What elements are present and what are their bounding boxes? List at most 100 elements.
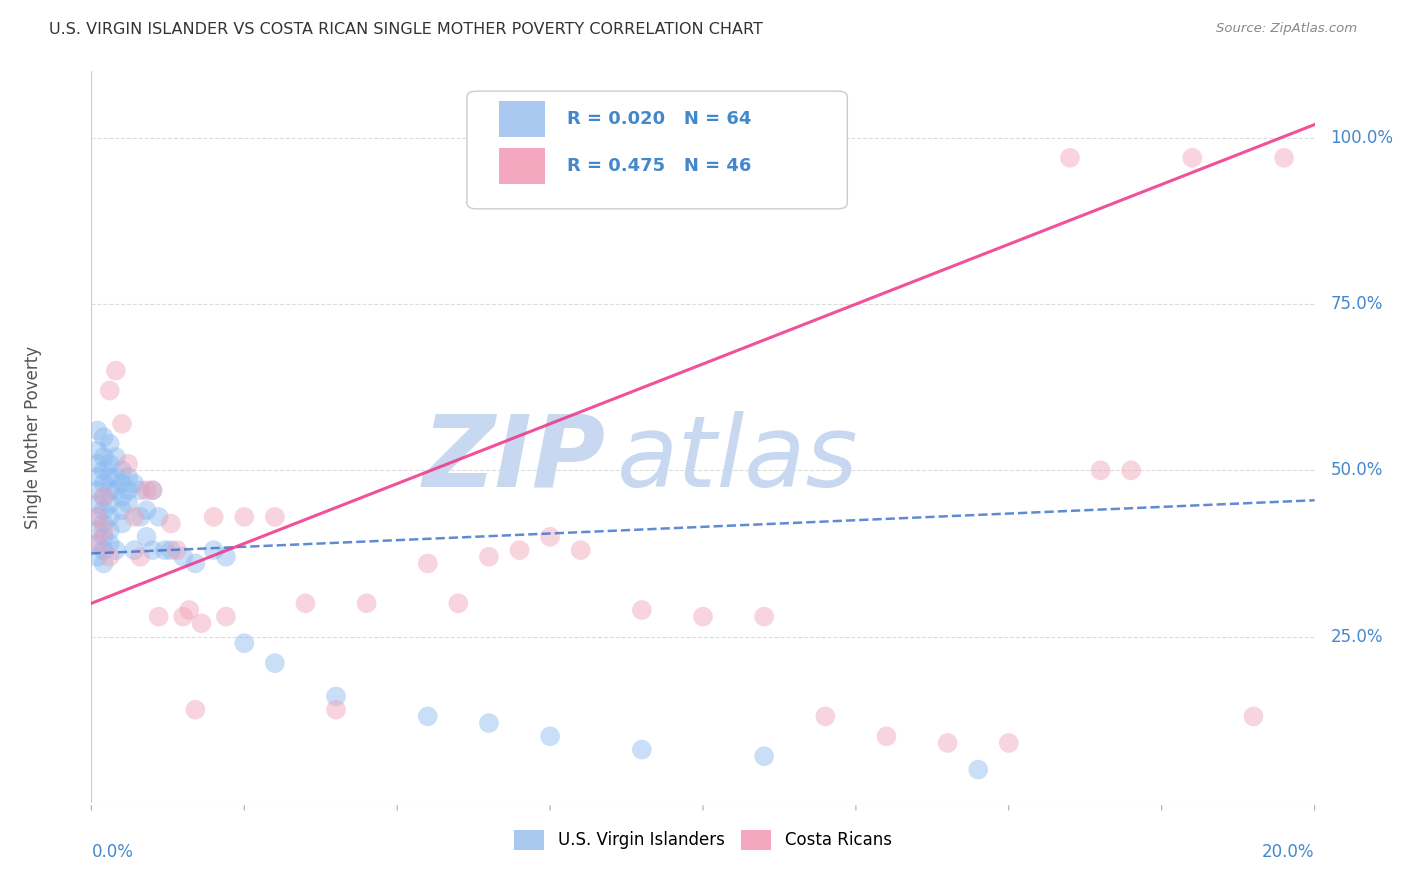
Point — [111, 490, 134, 504]
Point — [233, 509, 256, 524]
Point — [129, 549, 152, 564]
Point — [104, 483, 127, 498]
Text: 75.0%: 75.0% — [1330, 295, 1384, 313]
Bar — [499, 148, 546, 184]
Point — [104, 450, 127, 464]
Point — [478, 549, 501, 564]
Point — [93, 476, 115, 491]
Point — [172, 609, 194, 624]
Point — [86, 536, 108, 550]
Point — [122, 543, 145, 558]
Point — [754, 609, 776, 624]
Point — [86, 497, 108, 511]
Point — [86, 523, 108, 537]
Point — [538, 729, 561, 743]
Text: 25.0%: 25.0% — [1330, 628, 1384, 646]
Point — [98, 523, 121, 537]
Point — [93, 490, 115, 504]
Point — [86, 509, 108, 524]
Point — [179, 603, 201, 617]
Point — [135, 483, 157, 498]
Point — [148, 609, 170, 624]
Text: atlas: atlas — [617, 410, 859, 508]
Text: Single Mother Poverty: Single Mother Poverty — [24, 345, 42, 529]
Point — [1243, 709, 1265, 723]
Point — [264, 656, 287, 670]
Point — [129, 509, 152, 524]
Point — [104, 543, 127, 558]
Point — [104, 363, 127, 377]
Point — [135, 503, 157, 517]
Point — [117, 457, 139, 471]
Point — [215, 609, 238, 624]
Point — [93, 430, 115, 444]
Point — [86, 443, 108, 458]
Point — [1181, 151, 1204, 165]
Point — [98, 384, 121, 398]
Point — [111, 476, 134, 491]
Point — [93, 503, 115, 517]
Point — [148, 509, 170, 524]
Point — [1121, 463, 1143, 477]
Point — [264, 509, 287, 524]
Text: 100.0%: 100.0% — [1330, 128, 1393, 147]
Point — [202, 509, 225, 524]
Point — [141, 483, 163, 498]
Point — [86, 509, 108, 524]
Point — [86, 424, 108, 438]
Point — [416, 557, 439, 571]
Point — [98, 509, 121, 524]
Point — [967, 763, 990, 777]
Point — [141, 483, 163, 498]
Point — [98, 483, 121, 498]
Point — [160, 516, 183, 531]
Point — [135, 530, 157, 544]
Point — [98, 536, 121, 550]
Point — [93, 543, 115, 558]
Point — [478, 716, 501, 731]
Point — [122, 476, 145, 491]
FancyBboxPatch shape — [467, 91, 848, 209]
Point — [104, 470, 127, 484]
Point — [98, 497, 121, 511]
Point — [93, 463, 115, 477]
Point — [631, 742, 654, 756]
Point — [160, 543, 183, 558]
Point — [111, 417, 134, 431]
Point — [447, 596, 470, 610]
Point — [814, 709, 837, 723]
Point — [98, 549, 121, 564]
Point — [190, 616, 212, 631]
Point — [98, 470, 121, 484]
Point — [129, 483, 152, 498]
Point — [538, 530, 561, 544]
Point — [153, 543, 176, 558]
Point — [215, 549, 238, 564]
Legend: U.S. Virgin Islanders, Costa Ricans: U.S. Virgin Islanders, Costa Ricans — [508, 823, 898, 856]
Text: U.S. VIRGIN ISLANDER VS COSTA RICAN SINGLE MOTHER POVERTY CORRELATION CHART: U.S. VIRGIN ISLANDER VS COSTA RICAN SING… — [49, 22, 763, 37]
Text: R = 0.475   N = 46: R = 0.475 N = 46 — [567, 157, 752, 175]
Point — [117, 470, 139, 484]
Point — [117, 497, 139, 511]
Point — [98, 436, 121, 450]
Point — [1272, 151, 1295, 165]
Point — [93, 450, 115, 464]
Point — [936, 736, 959, 750]
Point — [1090, 463, 1112, 477]
Point — [166, 543, 188, 558]
Point — [98, 457, 121, 471]
Text: ZIP: ZIP — [422, 410, 605, 508]
Point — [998, 736, 1021, 750]
Bar — [499, 101, 546, 137]
Point — [184, 703, 207, 717]
Point — [233, 636, 256, 650]
Point — [122, 509, 145, 524]
Text: Source: ZipAtlas.com: Source: ZipAtlas.com — [1216, 22, 1357, 36]
Point — [754, 749, 776, 764]
Point — [93, 523, 115, 537]
Point — [416, 709, 439, 723]
Point — [86, 536, 108, 550]
Point — [141, 543, 163, 558]
Point — [111, 463, 134, 477]
Point — [93, 557, 115, 571]
